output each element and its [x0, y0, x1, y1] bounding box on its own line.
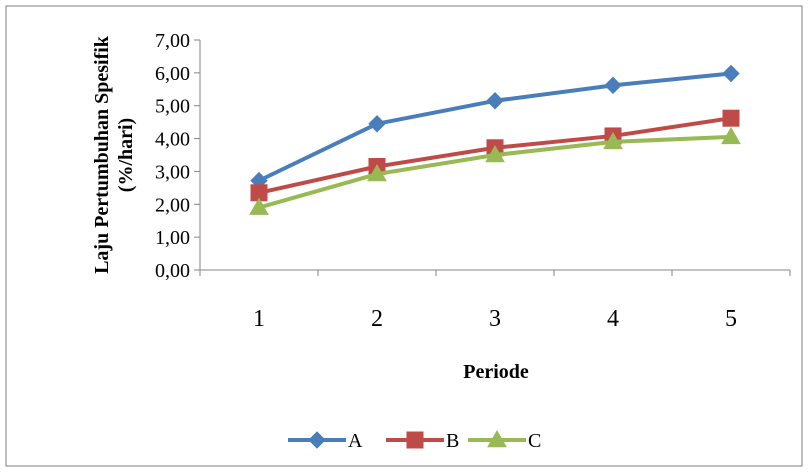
data-point-A: [486, 92, 504, 110]
data-point-A: [368, 115, 386, 133]
y-tick-label: 3,00: [155, 161, 190, 183]
y-axis-title-line: (%/hari): [115, 118, 137, 192]
x-tick-label: 1: [253, 306, 265, 332]
x-axis-title: Periode: [463, 361, 529, 383]
y-tick-label: 4,00: [155, 129, 190, 151]
y-axis-title: Laju Pertumbuhan Spesifik (%/hari): [91, 35, 137, 274]
x-tick-label: 2: [371, 306, 383, 332]
legend: A B C: [288, 429, 541, 452]
y-tick-label: 0,00: [155, 260, 190, 282]
chart-border: [5, 5, 803, 467]
legend-marker: [406, 431, 424, 449]
y-tick-label: 2,00: [155, 194, 190, 216]
y-axis-title-line: Laju Pertumbuhan Spesifik: [91, 35, 113, 274]
y-tick-label: 7,00: [155, 30, 190, 52]
data-point-C: [249, 197, 269, 215]
data-point-C: [485, 144, 505, 163]
y-tick-labels: 0,00 1,00 2,00 3,00 4,00 5,00 6,00 7,00: [155, 30, 190, 282]
axes: [194, 39, 791, 276]
data-point-A: [604, 76, 622, 95]
series-layer: [249, 64, 741, 215]
legend-label: C: [528, 430, 541, 452]
x-tick-label: 3: [489, 306, 501, 332]
series-C: [249, 126, 741, 215]
legend-marker: [308, 431, 326, 449]
data-point-C: [367, 164, 387, 182]
x-tick-labels: 1 2 3 4 5: [253, 306, 737, 332]
legend-label: A: [348, 430, 363, 452]
legend-item-A: A: [288, 430, 363, 452]
legend-item-B: B: [386, 430, 459, 452]
y-tick-label: 5,00: [155, 96, 190, 118]
y-tick-label: 1,00: [155, 227, 190, 249]
legend-marker: [487, 429, 507, 448]
series-A: [250, 64, 740, 190]
x-tick-label: 4: [607, 306, 619, 332]
y-tick-label: 6,00: [155, 63, 190, 85]
data-point-C: [603, 131, 623, 150]
x-tick-label: 5: [725, 306, 737, 332]
legend-label: B: [446, 430, 459, 452]
legend-item-C: C: [468, 429, 541, 452]
data-point-C: [721, 126, 741, 145]
data-point-A: [722, 64, 740, 83]
data-point-B: [722, 109, 740, 127]
